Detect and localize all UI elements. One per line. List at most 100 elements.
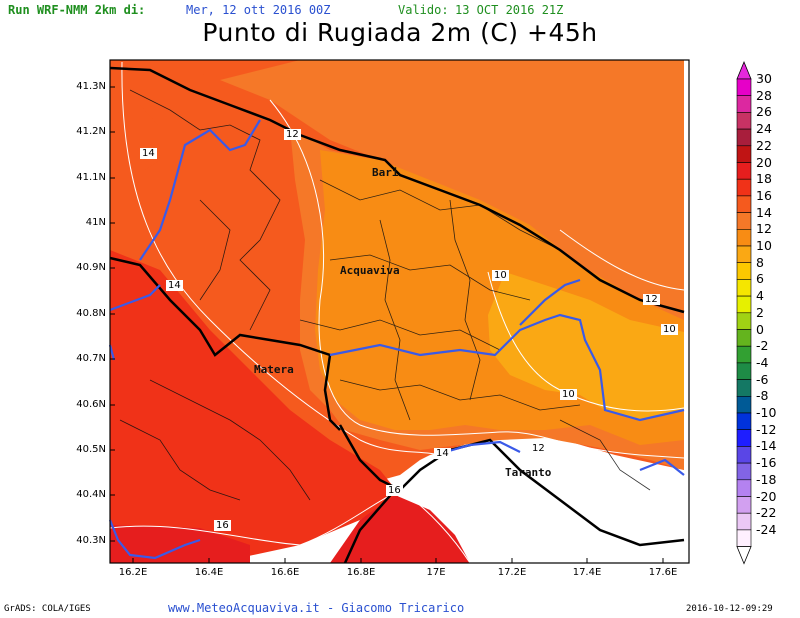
colorbar-label: 18 xyxy=(756,171,772,187)
lon-label: 17.4E xyxy=(572,567,602,578)
colorbar-swatch xyxy=(736,162,752,180)
lat-label: 40.8N xyxy=(76,308,106,319)
boundary-6 xyxy=(149,379,311,501)
lat-label: 40.7N xyxy=(76,353,106,364)
colorbar-swatch xyxy=(736,395,752,414)
colorbar-swatch xyxy=(736,145,752,163)
colorbar-swatch xyxy=(736,262,752,280)
province-5 xyxy=(434,440,521,457)
colorbar-swatch xyxy=(736,112,752,130)
band-16-18-west xyxy=(110,250,400,563)
lat-label: 41.3N xyxy=(76,81,106,92)
boundary-10 xyxy=(199,199,231,301)
contour-label: 12 xyxy=(530,443,547,454)
band-18-20-south xyxy=(330,495,470,563)
province-borders xyxy=(108,119,685,560)
boundary-4 xyxy=(299,319,501,351)
colorbar-swatch xyxy=(736,245,752,264)
colorbar-swatch xyxy=(736,295,752,314)
colorbar-label: 28 xyxy=(756,87,772,103)
province-8 xyxy=(639,458,685,476)
colorbar-label: 16 xyxy=(756,187,772,203)
province-1 xyxy=(139,119,261,261)
province-4 xyxy=(519,278,581,326)
colorbar-label: 20 xyxy=(756,154,772,170)
colorbar-label: 6 xyxy=(756,271,764,287)
colorbar-swatch xyxy=(736,496,752,514)
run-label: Run WRF-NMM 2km di: xyxy=(8,3,146,17)
band-sea-ne xyxy=(220,60,684,320)
colorbar-swatch xyxy=(736,229,752,247)
contour-label: 12 xyxy=(284,129,301,140)
contour-label: 14 xyxy=(140,148,157,159)
colorbar-label: 2 xyxy=(756,304,764,320)
colorbar-swatch xyxy=(736,429,752,447)
boundary-8 xyxy=(379,219,411,421)
colorbar-swatch xyxy=(736,446,752,464)
colorbar-swatch xyxy=(736,329,752,347)
city-label-acquaviva: Acquaviva xyxy=(340,264,400,277)
lat-label: 40.9N xyxy=(76,262,106,273)
contour-label: 10 xyxy=(560,389,577,400)
boundary-1 xyxy=(129,89,281,331)
lat-label: 40.4N xyxy=(76,489,106,500)
border-south xyxy=(343,489,396,564)
lon-label: 16.8E xyxy=(346,567,376,578)
contour-label: 14 xyxy=(434,448,451,459)
lat-label: 40.5N xyxy=(76,444,106,455)
city-label-bari: Bari xyxy=(372,166,399,179)
site-credit: www.MeteoAcquaviva.it - Giacomo Tricaric… xyxy=(168,601,465,615)
contour-14-west xyxy=(121,61,441,456)
colorbar-swatch xyxy=(736,362,752,380)
colorbar-swatch xyxy=(736,178,752,197)
colorbar-label: -16 xyxy=(756,455,777,471)
timestamp: 2016-10-12-09:29 xyxy=(686,604,773,614)
boundary-5 xyxy=(339,379,581,411)
colorbar-label: -10 xyxy=(756,405,777,420)
colorbar-label: 0 xyxy=(756,321,764,337)
colorbar-swatch xyxy=(736,312,752,330)
contour-12-north xyxy=(269,99,685,459)
boundary-9 xyxy=(449,199,481,401)
boundary-lines xyxy=(119,89,651,501)
lon-label: 16.4E xyxy=(194,567,224,578)
axis-ticks xyxy=(110,86,664,563)
colorbar-label: 10 xyxy=(756,238,772,253)
lon-label: 16.2E xyxy=(118,567,148,578)
colorbar-label: -2 xyxy=(756,338,769,354)
map-title: Punto di Rugiada 2m (C) +45h xyxy=(202,18,598,47)
colorbar-label: -6 xyxy=(756,371,769,387)
colorbar-swatch xyxy=(736,479,752,497)
colorbar-top-arrow xyxy=(736,60,752,80)
colorbar-swatch xyxy=(736,462,752,481)
colorbar-swatch xyxy=(736,212,752,230)
lon-label: 17.6E xyxy=(648,567,678,578)
colorbar-swatch xyxy=(736,412,752,431)
province-2 xyxy=(109,284,161,312)
colorbar-swatch xyxy=(736,512,752,531)
dewpoint-field xyxy=(110,60,684,563)
contour-label: 16 xyxy=(386,485,403,496)
contour-10 xyxy=(487,271,685,412)
colorbar-label: 14 xyxy=(756,204,772,220)
colorbar-swatch xyxy=(736,345,752,364)
colorbar-label: 4 xyxy=(756,288,764,304)
lon-label: 17.2E xyxy=(497,567,527,578)
lon-label: 17E xyxy=(426,567,446,578)
lat-label: 40.3N xyxy=(76,535,106,546)
contour-12-east xyxy=(559,229,685,291)
map-frame xyxy=(109,59,690,564)
province-7 xyxy=(108,344,116,361)
colorbar-bottom-arrow xyxy=(736,546,752,565)
boundary-7 xyxy=(119,419,241,501)
colorbar-swatch xyxy=(736,128,752,147)
colorbar-swatch xyxy=(736,529,752,547)
colorbar-label: -4 xyxy=(756,354,769,370)
province-3 xyxy=(329,313,685,422)
colorbar-label: -24 xyxy=(756,521,777,537)
run-date: Mer, 12 ott 2016 00Z xyxy=(186,3,331,17)
contour-16 xyxy=(109,489,471,564)
border-basilicata xyxy=(109,256,341,431)
lat-label: 40.6N xyxy=(76,399,106,410)
